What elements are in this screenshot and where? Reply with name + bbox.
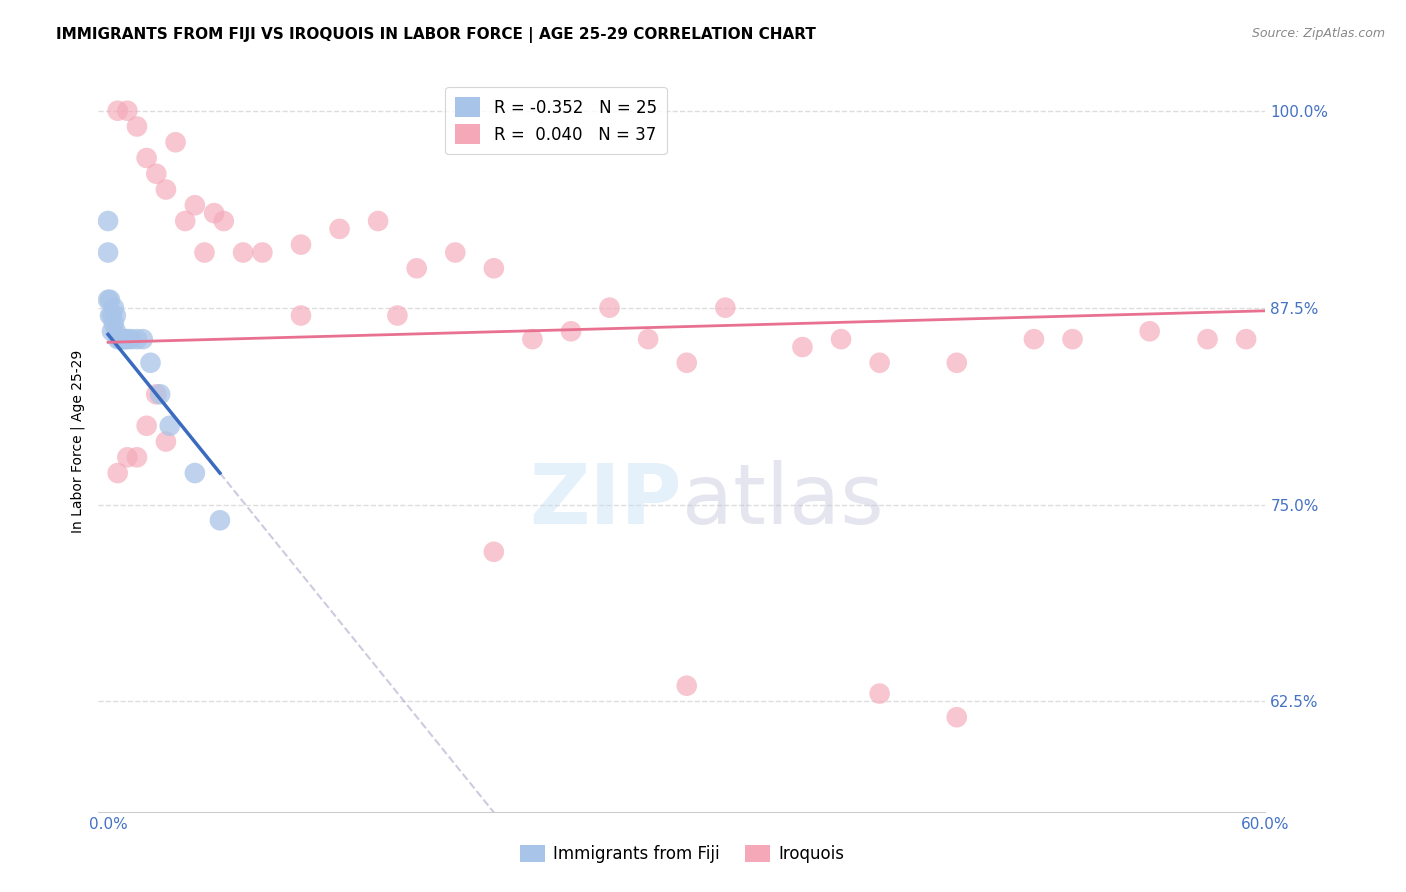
Point (165, 135, 187, 149)
Point (101, 309, 124, 323)
Point (290, 309, 312, 323)
Point (1062, 332, 1084, 346)
Point (107, 332, 129, 346)
Point (1197, 332, 1219, 346)
Point (107, 466, 129, 480)
Point (155, 434, 177, 449)
Point (107, 103, 129, 118)
Point (101, 324, 124, 338)
Point (232, 245, 254, 260)
Point (125, 450, 148, 465)
Point (104, 309, 127, 323)
Point (193, 245, 215, 260)
Point (97, 245, 120, 260)
Point (155, 182, 177, 196)
Point (125, 120, 148, 134)
Point (184, 198, 207, 212)
Point (108, 332, 131, 346)
Point (159, 418, 181, 433)
Text: IMMIGRANTS FROM FIJI VS IROQUOIS IN LABOR FORCE | AGE 25-29 CORRELATION CHART: IMMIGRANTS FROM FIJI VS IROQUOIS IN LABO… (56, 27, 815, 43)
Point (675, 356, 697, 370)
Point (212, 214, 235, 228)
Point (444, 245, 467, 260)
Point (675, 679, 697, 693)
Point (145, 167, 167, 181)
Point (135, 418, 157, 433)
Point (117, 103, 139, 118)
Point (174, 214, 197, 228)
Point (869, 687, 891, 701)
Point (1234, 332, 1257, 346)
Point (184, 466, 207, 480)
Point (1022, 332, 1045, 346)
Point (132, 332, 155, 346)
Text: atlas: atlas (682, 460, 883, 541)
Point (149, 387, 172, 401)
Point (328, 222, 350, 236)
Point (945, 710, 967, 724)
Point (110, 332, 132, 346)
Point (97, 293, 120, 307)
Point (114, 332, 136, 346)
Point (103, 301, 125, 315)
Point (208, 513, 231, 527)
Point (405, 261, 427, 276)
Point (869, 356, 891, 370)
Point (120, 332, 142, 346)
Text: Source: ZipAtlas.com: Source: ZipAtlas.com (1251, 27, 1385, 40)
Point (560, 324, 582, 338)
Point (103, 317, 125, 331)
Y-axis label: In Labor Force | Age 25-29: In Labor Force | Age 25-29 (70, 350, 84, 533)
Point (792, 340, 814, 354)
Point (252, 245, 274, 260)
Point (599, 301, 621, 315)
Point (1139, 324, 1161, 338)
Point (117, 332, 139, 346)
Point (945, 356, 967, 370)
Point (97, 214, 120, 228)
Point (202, 206, 225, 220)
Point (367, 214, 389, 228)
Point (117, 450, 139, 465)
Point (482, 545, 505, 559)
Point (830, 332, 852, 346)
Legend: Immigrants from Fiji, Iroquois: Immigrants from Fiji, Iroquois (513, 838, 851, 870)
Point (387, 309, 409, 323)
Point (145, 387, 167, 401)
Point (98, 309, 121, 323)
Point (112, 332, 135, 346)
Point (125, 332, 148, 346)
Point (482, 261, 505, 276)
Point (135, 151, 157, 165)
Point (104, 324, 127, 338)
Point (637, 332, 659, 346)
Point (290, 237, 312, 252)
Point (98, 293, 121, 307)
Point (714, 301, 737, 315)
Point (139, 356, 162, 370)
Point (522, 332, 544, 346)
Text: ZIP: ZIP (530, 460, 682, 541)
